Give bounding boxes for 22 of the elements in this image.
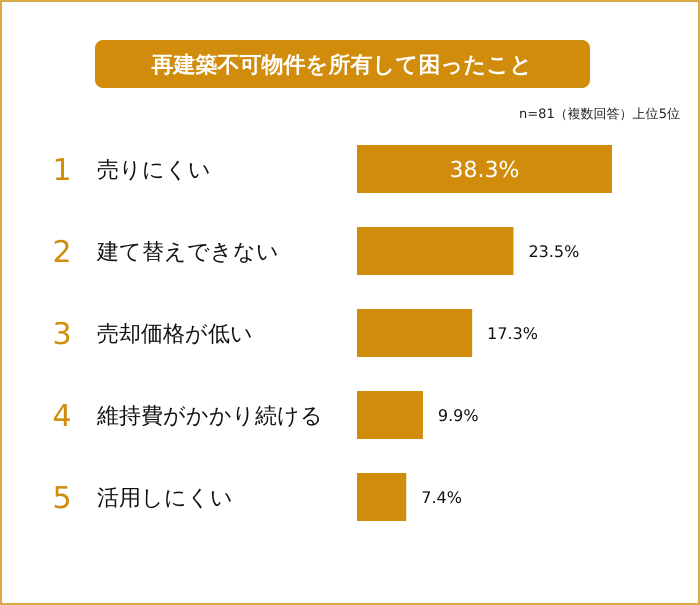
data-label: 17.3% xyxy=(487,324,538,343)
chart-title: 再建築不可物件を所有して困ったこと xyxy=(150,53,532,78)
text: 3 xyxy=(52,317,72,352)
text: 4 xyxy=(52,399,72,434)
text: 2 xyxy=(52,235,72,270)
bar xyxy=(357,473,406,521)
text: 1 xyxy=(52,153,72,188)
bar xyxy=(357,391,423,439)
data-label: 23.5% xyxy=(528,242,580,261)
data-label: 38.3% xyxy=(450,158,520,183)
bar xyxy=(357,145,612,193)
y-tick-label: 売却価格が低い xyxy=(97,322,253,347)
data-label: 9.9% xyxy=(438,406,479,425)
text: 5 xyxy=(52,481,72,516)
bar xyxy=(357,227,514,275)
bar xyxy=(357,309,472,357)
chart-subtitle: n=81（複数回答）上位5位 xyxy=(519,107,680,122)
y-tick-label: 維持費がかかり続ける xyxy=(96,404,323,429)
data-label: 7.4% xyxy=(421,488,462,507)
y-tick-label: 活用しにくい xyxy=(97,486,233,511)
y-tick-label: 売りにくい xyxy=(97,158,211,183)
y-tick-label: 建て替えできない xyxy=(96,240,279,265)
